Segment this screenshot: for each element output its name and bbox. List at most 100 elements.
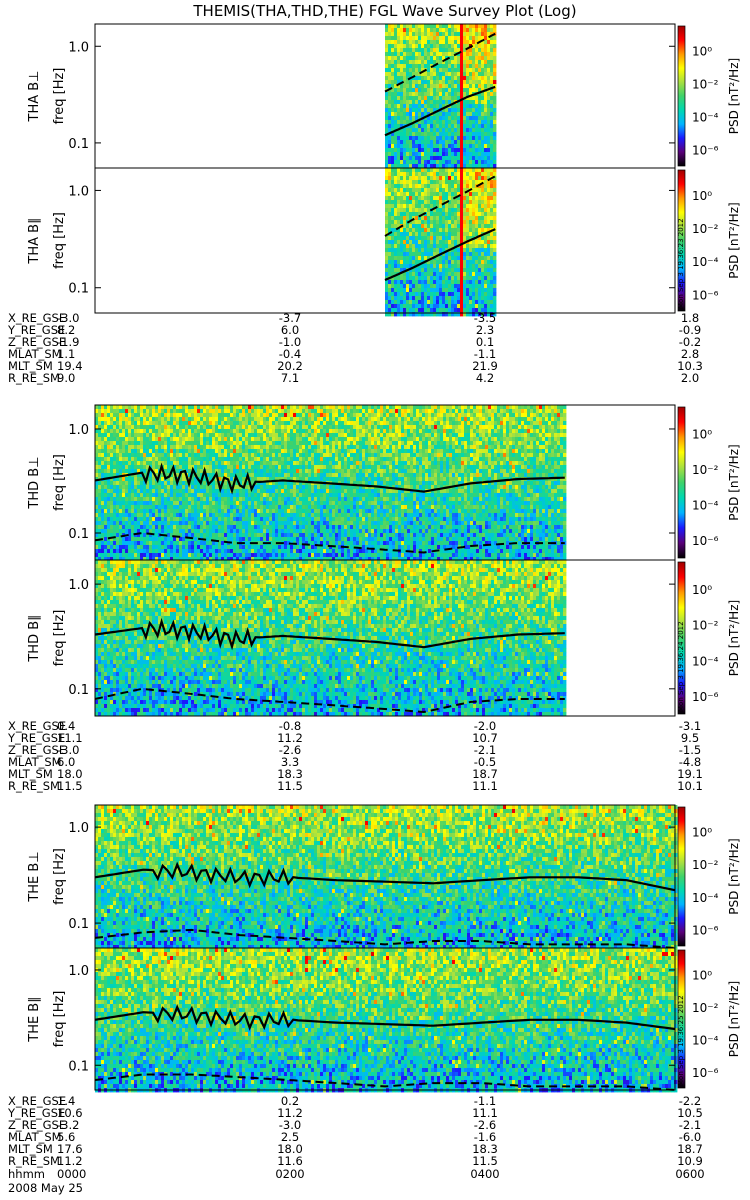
panel-ylabel: THD B⊥ (27, 456, 42, 509)
colorbar-label: PSD [nT²/Hz] (727, 444, 741, 520)
ytick-label: 0.1 (68, 917, 89, 932)
ephemeris-row-label: R_RE_SM (8, 1154, 60, 1168)
ytick-label: 1.0 (68, 821, 89, 836)
colorbar: 10⁰ 10⁻² 10⁻⁴ 10⁻⁶ PSD [nT²/Hz] (678, 950, 741, 1088)
colorbar-tick-label: 10⁻² (692, 78, 719, 92)
ephemeris-value: 9.0 (57, 371, 75, 385)
colorbar-tick-label: 10⁻⁶ (692, 1066, 719, 1080)
colorbar-tick-label: 10⁰ (692, 583, 712, 597)
spectrogram-panel-tha-1: 1.0 0.1 THA B∥ freq [Hz] 10⁰ 10⁻² 10⁻⁴ 10⁻⁶ PSD … (27, 168, 741, 316)
colorbar-tick-label: 10⁻⁶ (692, 924, 719, 938)
panel-ylabel: THE B∥ (27, 996, 42, 1042)
colorbar-label: PSD [nT²/Hz] (727, 58, 741, 134)
panel-yunit: freq [Hz] (52, 610, 67, 667)
spectrogram-panel-thd-2: 1.0 0.1 THD B⊥ freq [Hz] 10⁰ 10⁻² 10⁻⁴ 10⁻⁶ PSD … (27, 405, 741, 561)
ephemeris-value: 11.5 (472, 1154, 498, 1168)
colorbar-tick-label: 10⁻⁴ (692, 654, 719, 668)
time-tick-label: 0000 (57, 1167, 86, 1181)
panel-yunit: freq [Hz] (52, 212, 67, 269)
panel-yunit: freq [Hz] (52, 454, 67, 511)
ephemeris-value: 4.2 (476, 371, 494, 385)
colorbar-scale (678, 26, 685, 166)
colorbar-scale (678, 407, 685, 558)
colorbar: 10⁰ 10⁻² 10⁻⁴ 10⁻⁶ PSD [nT²/Hz] (678, 26, 741, 166)
ytick-label: 0.1 (68, 527, 89, 542)
ytick-label: 1.0 (68, 578, 89, 593)
colorbar-tick-label: 10⁻⁴ (692, 111, 719, 125)
colorbar-tick-label: 10⁰ (692, 45, 712, 59)
time-axis-footer: hhmm 0000 0200 0400 0600 2008 May 25 (8, 1167, 705, 1195)
colorbar-tick-label: 10⁻⁶ (692, 288, 719, 302)
panel-yunit: freq [Hz] (52, 68, 67, 125)
colorbar-tick-label: 10⁰ (692, 826, 712, 840)
hhmm-label: hhmm (8, 1167, 45, 1181)
colorbar: 10⁰ 10⁻² 10⁻⁴ 10⁻⁶ PSD [nT²/Hz] (678, 807, 741, 946)
time-tick-label: 0200 (275, 1167, 304, 1181)
spectrogram-panel-thd-3: 1.0 0.1 THD B∥ freq [Hz] 10⁰ 10⁻² 10⁻⁴ 10⁻⁶ PSD … (27, 560, 741, 716)
panel-ylabel: THD B∥ (27, 614, 42, 662)
ephemeris-value: 2.0 (681, 371, 699, 385)
ytick-label: 0.1 (68, 282, 89, 297)
panel-ylabel: THA B⊥ (27, 71, 42, 123)
spectrogram-panel-the-4: 1.0 0.1 THE B⊥ freq [Hz] 10⁰ 10⁻² 10⁻⁴ 10⁻⁶ PSD … (27, 805, 741, 949)
ytick-label: 1.0 (68, 964, 89, 979)
time-tick-label: 0400 (470, 1167, 499, 1181)
colorbar-label: PSD [nT²/Hz] (727, 838, 741, 914)
ephemeris-value: 11.5 (57, 779, 83, 793)
ephemeris-value: 11.6 (277, 1154, 303, 1168)
colorbar-scale (678, 807, 685, 946)
ephemeris-value: 11.1 (472, 779, 498, 793)
spectrogram-panel-tha-0: 1.0 0.1 THA B⊥ freq [Hz] 10⁰ 10⁻² 10⁻⁴ 10⁻⁶ PSD … (27, 24, 741, 168)
ytick-label: 0.1 (68, 1059, 89, 1074)
colorbar-tick-label: 10⁻² (692, 858, 719, 872)
colorbar-tick-label: 10⁰ (692, 189, 712, 203)
colorbar-tick-label: 10⁰ (692, 968, 712, 982)
colorbar-tick-label: 10⁻⁴ (692, 255, 719, 269)
colorbar-tick-label: 10⁻⁶ (692, 690, 719, 704)
creation-stamp: Mon Sep 3 19:36:23 2012 (677, 218, 685, 309)
colorbar-tick-label: 10⁻² (692, 463, 719, 477)
panel-yunit: freq [Hz] (52, 848, 67, 905)
colorbar-tick-label: 10⁻⁴ (692, 1033, 719, 1047)
colorbar-tick-label: 10⁻⁶ (692, 534, 719, 548)
colorbar-tick-label: 10⁻² (692, 619, 719, 633)
ephemeris-row-label: R_RE_SM (8, 779, 60, 793)
panel-yunit: freq [Hz] (52, 991, 67, 1048)
spectrogram-panel-the-5: 1.0 0.1 THE B∥ freq [Hz] 10⁰ 10⁻² 10⁻⁴ 10⁻⁶ PSD … (27, 948, 741, 1092)
spectrogram-cells (385, 24, 496, 168)
ephemeris-value: 7.1 (281, 371, 299, 385)
ytick-label: 1.0 (68, 423, 89, 438)
colorbar-label: PSD [nT²/Hz] (727, 981, 741, 1057)
spectrogram-cells (385, 168, 496, 316)
ephemeris-value: 10.9 (677, 1154, 703, 1168)
ytick-label: 0.1 (68, 683, 89, 698)
ephemeris-value: 10.1 (677, 779, 703, 793)
colorbar-tick-label: 10⁻⁶ (692, 144, 719, 158)
colorbar-tick-label: 10⁻² (692, 1001, 719, 1015)
ytick-label: 0.1 (68, 137, 89, 152)
ytick-label: 1.0 (68, 184, 89, 199)
ephemeris-value: 11.2 (57, 1154, 83, 1168)
colorbar: 10⁰ 10⁻² 10⁻⁴ 10⁻⁶ PSD [nT²/Hz] (678, 170, 741, 311)
colorbar-tick-label: 10⁻² (692, 222, 719, 236)
ephemeris-value: 11.5 (277, 779, 303, 793)
time-tick-label: 0600 (675, 1167, 704, 1181)
colorbar-label: PSD [nT²/Hz] (727, 202, 741, 278)
panel-ylabel: THE B⊥ (27, 851, 42, 902)
colorbar: 10⁰ 10⁻² 10⁻⁴ 10⁻⁶ PSD [nT²/Hz] (678, 562, 741, 714)
ytick-label: 1.0 (68, 40, 89, 55)
panel-ylabel: THA B∥ (27, 217, 42, 264)
ephemeris-row-label: R_RE_SM (8, 371, 60, 385)
date-label: 2008 May 25 (8, 1181, 83, 1195)
colorbar: 10⁰ 10⁻² 10⁻⁴ 10⁻⁶ PSD [nT²/Hz] (678, 407, 741, 558)
colorbar-label: PSD [nT²/Hz] (727, 600, 741, 676)
colorbar-tick-label: 10⁻⁴ (692, 891, 719, 905)
colorbar-tick-label: 10⁰ (692, 428, 712, 442)
creation-stamp: Mon Sep 3 19:36:25 2012 (677, 995, 685, 1086)
creation-stamp: Mon Sep 3 19:36:24 2012 (677, 621, 685, 712)
colorbar-tick-label: 10⁻⁴ (692, 499, 719, 513)
